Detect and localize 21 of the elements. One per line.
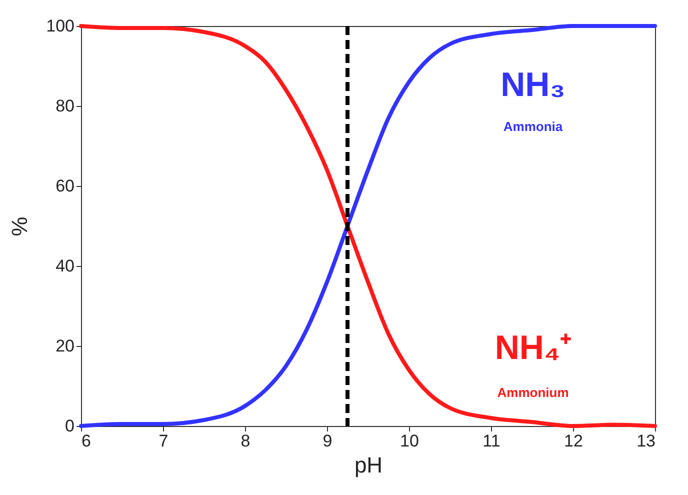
annotation: Ammonium <box>497 385 569 400</box>
line-series <box>79 24 657 428</box>
x-tick-label: 6 <box>82 432 91 450</box>
y-tick-label: 100 <box>46 16 74 36</box>
series-label: NH₃ <box>500 66 566 104</box>
y-tick-label: 20 <box>56 336 74 356</box>
x-tick-label: 12 <box>564 432 583 450</box>
x-tick-label: 13 <box>636 432 656 450</box>
x-tick-label: 9 <box>322 432 332 450</box>
y-tick-label: 80 <box>56 96 74 116</box>
y-axis-title: % <box>7 216 32 236</box>
x-tick-label: 10 <box>400 432 419 450</box>
series-label: NH₄⁺ <box>494 329 572 367</box>
x-axis-title: pH <box>354 452 383 478</box>
y-tick-label: 0 <box>65 416 74 436</box>
annotation: Ammonia <box>503 119 564 134</box>
x-tick-label: 8 <box>240 432 250 450</box>
y-tick-label: 40 <box>56 256 74 276</box>
y-tick-label: 60 <box>56 176 74 196</box>
x-tick-label: 7 <box>158 432 168 450</box>
x-tick-label: 11 <box>482 432 500 450</box>
